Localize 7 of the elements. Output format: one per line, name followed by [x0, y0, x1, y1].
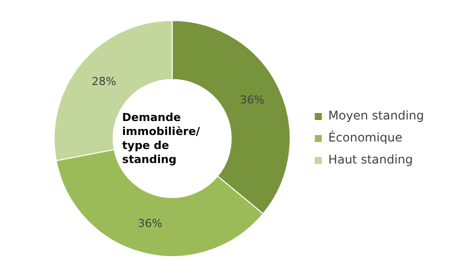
- text: Demande immobilière/ type de standing: [122, 110, 201, 166]
- legend-label: Haut standing: [328, 152, 413, 167]
- data-label: 28%: [92, 74, 116, 88]
- data-label: 36%: [240, 94, 264, 107]
- legend-label: Moyen standing: [328, 108, 424, 123]
- legend-label: Économique: [328, 130, 402, 145]
- data-label: 36%: [138, 217, 162, 230]
